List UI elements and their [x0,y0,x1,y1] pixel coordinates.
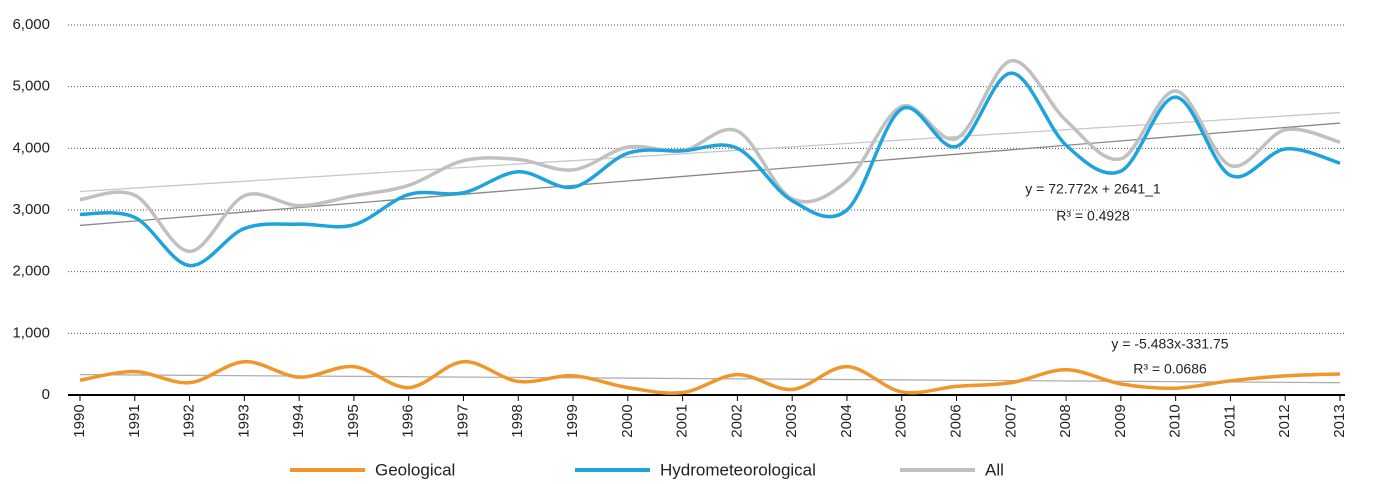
x-tick-label: 2012 [1276,404,1293,437]
x-tick-label: 1992 [181,404,198,437]
x-tick-label: 2002 [728,404,745,437]
x-tick-label: 1990 [71,404,88,437]
x-tick-label: 2004 [838,404,855,437]
y-tick-label: 5,000 [12,78,50,95]
y-tick-label: 4,000 [12,139,50,156]
annotation: y = 72.772x + 2641_1 [1025,181,1161,197]
x-tick-label: 1997 [454,404,471,437]
trend-line [79,111,1341,193]
series-line [79,59,1341,254]
x-tick-label: 2013 [1331,404,1348,437]
annotation: R³ = 0.4928 [1056,208,1130,224]
x-tick-label: 2011 [1221,405,1238,437]
x-tick-label: 1993 [235,404,252,437]
x-tick-label: 1995 [345,404,362,437]
legend-label: Geological [375,460,455,479]
y-tick-label: 1,000 [12,324,50,341]
x-tick-label: 1991 [126,404,143,437]
y-tick-label: 0 [42,386,50,403]
x-tick-label: 1998 [509,404,526,437]
series-line [79,71,1341,268]
x-tick-label: 1996 [400,404,417,437]
x-tick-label: 2010 [1167,404,1184,437]
x-tick-label: 2000 [619,404,636,437]
x-tick-label: 1999 [564,404,581,437]
x-tick-label: 1994 [290,404,307,437]
x-tick-label: 2005 [893,404,910,437]
x-tick-label: 2009 [1112,404,1129,437]
trend-line [79,122,1341,227]
y-tick-label: 3,000 [12,201,50,218]
x-tick-label: 2007 [1002,404,1019,437]
x-tick-label: 2001 [674,404,691,437]
x-tick-label: 2003 [783,404,800,437]
legend-label: All [985,460,1004,479]
x-tick-label: 2006 [947,404,964,437]
annotation: y = -5.483x-331.75 [1111,336,1228,352]
annotation: R³ = 0.0686 [1133,361,1207,377]
x-tick-label: 2008 [1057,404,1074,437]
y-tick-label: 6,000 [12,16,50,33]
series-line [79,359,1341,395]
legend-label: Hydrometeorological [660,460,816,479]
y-tick-label: 2,000 [12,263,50,280]
